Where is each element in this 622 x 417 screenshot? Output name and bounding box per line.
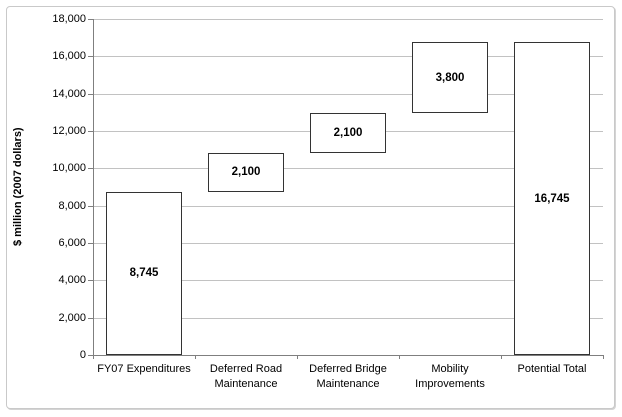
x-tick <box>93 355 94 359</box>
gridline <box>93 93 603 95</box>
y-tick <box>88 56 93 58</box>
gridline <box>93 168 603 170</box>
gridline <box>93 56 603 58</box>
y-tick <box>88 131 93 132</box>
y-axis-line <box>93 19 94 356</box>
category-label-potential-total: Potential Total <box>517 363 587 375</box>
gridline <box>93 280 603 282</box>
y-tick-label: 16,000 <box>52 50 86 63</box>
y-tick <box>88 355 93 356</box>
x-tick <box>297 355 298 359</box>
gridline <box>93 243 603 244</box>
category-label-fy07-expenditures: FY07 Expenditures <box>97 363 191 375</box>
y-tick-label: 0 <box>79 349 86 361</box>
y-tick <box>88 280 93 282</box>
plot-area: 8,745 2,100 2,100 3,800 16,745 <box>93 19 603 355</box>
category-label-deferred-road-maintenance: Deferred Road Maintenance <box>209 363 283 390</box>
y-tick-label: 6,000 <box>58 237 86 249</box>
y-tick-label: 2,000 <box>58 311 86 324</box>
x-tick <box>399 355 400 359</box>
x-tick <box>195 355 196 359</box>
gridline <box>93 205 603 207</box>
bar-potential-total: 16,745 <box>514 42 590 355</box>
bar-mobility-improvements: 3,800 <box>412 42 488 114</box>
x-axis-line <box>93 355 604 356</box>
y-tick <box>88 205 93 207</box>
category-label-deferred-bridge-maintenance: Deferred Bridge Maintenance <box>309 363 387 390</box>
y-axis-title: $ million (2007 dollars) <box>12 127 24 247</box>
bar-deferred-road-maintenance: 2,100 <box>208 152 284 192</box>
y-tick-label: 10,000 <box>52 162 86 175</box>
bar-value-label: 8,745 <box>129 267 159 280</box>
y-tick <box>88 93 93 95</box>
bar-fy07-expenditures: 8,745 <box>106 191 182 355</box>
y-tick-label: 18,000 <box>52 13 86 25</box>
y-tick <box>88 168 93 170</box>
bar-value-label: 2,100 <box>231 166 261 179</box>
y-tick <box>88 243 93 244</box>
y-tick-label: 12,000 <box>52 125 86 137</box>
y-tick <box>88 19 93 20</box>
gridline <box>93 317 603 319</box>
y-tick-label: 8,000 <box>58 199 86 212</box>
y-tick-label: 4,000 <box>58 274 86 287</box>
bar-value-label: 16,745 <box>534 192 570 205</box>
bar-value-label: 3,800 <box>435 71 465 84</box>
bar-value-label: 2,100 <box>333 126 363 139</box>
category-label-mobility-improvements: Mobility Improvements <box>415 363 485 390</box>
x-tick <box>501 355 502 359</box>
y-tick-label: 14,000 <box>52 87 86 100</box>
x-tick <box>603 355 604 359</box>
bar-deferred-bridge-maintenance: 2,100 <box>310 113 386 153</box>
y-tick <box>88 317 93 319</box>
gridline <box>93 19 603 20</box>
